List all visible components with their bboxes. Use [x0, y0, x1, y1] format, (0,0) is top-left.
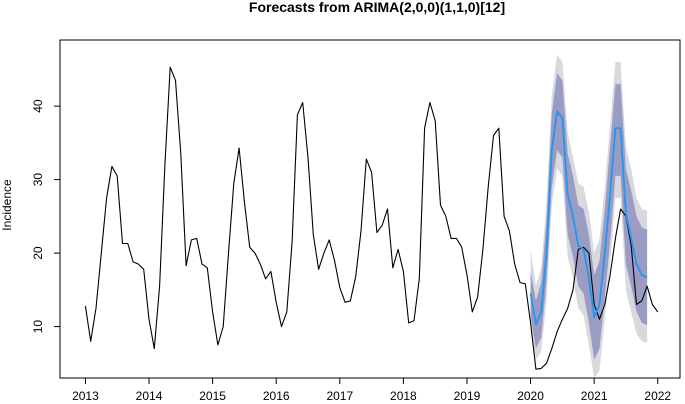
forecast-mean-line: [529, 110, 648, 326]
band-80: [530, 73, 648, 360]
x-tick-label: 2019: [454, 389, 481, 403]
y-tick-label: 20: [31, 246, 45, 260]
x-tick-label: 2016: [263, 389, 290, 403]
x-tick-label: 2014: [136, 389, 163, 403]
x-axis: 2013 2014 2015 2016 2017 2018 2019 2020 2021 2022: [72, 377, 671, 403]
y-tick-label: 30: [31, 173, 45, 187]
y-axis-label: Incidence: [0, 179, 14, 231]
x-tick-label: 2022: [644, 389, 671, 403]
x-tick-label: 2020: [517, 389, 544, 403]
band-80-area: [530, 73, 648, 360]
x-tick-label: 2017: [326, 389, 353, 403]
forecast-series: [529, 110, 648, 326]
observed-line: [84, 66, 659, 370]
y-tick-label: 40: [31, 99, 45, 113]
y-axis: 10 20 30 40: [31, 99, 61, 334]
y-tick-label: 10: [31, 320, 45, 334]
x-tick-label: 2018: [390, 389, 417, 403]
x-tick-label: 2021: [581, 389, 608, 403]
chart-title: Forecasts from ARIMA(2,0,0)(1,1,0)[12]: [249, 0, 505, 15]
x-tick-label: 2013: [72, 389, 99, 403]
x-tick-label: 2015: [199, 389, 226, 403]
observed-series: [84, 66, 659, 370]
